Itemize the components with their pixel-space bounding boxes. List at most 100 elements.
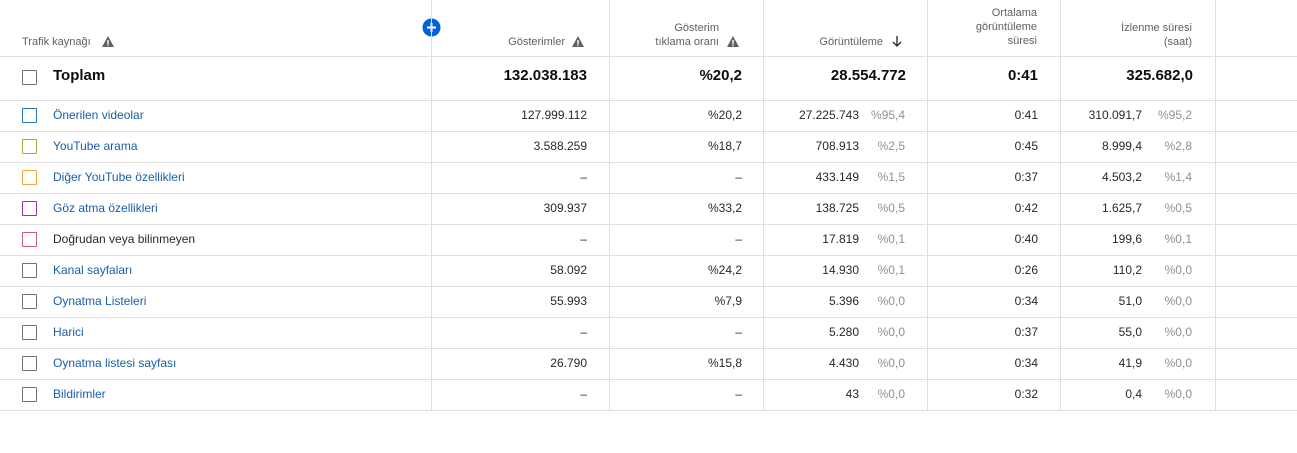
checkbox[interactable] [22,201,37,216]
ctr: %15,8 [707,356,742,370]
views-share: %95,4 [870,108,905,122]
source-name[interactable]: Kanal sayfaları [53,263,133,277]
ctr: – [735,232,742,246]
row-divider [0,410,1297,411]
source-name[interactable]: Diğer YouTube özellikleri [53,170,185,184]
total-impressions: 132.038.183 [503,67,587,84]
row-divider [0,193,1297,194]
views: 27.225.743 [798,108,859,122]
views-share: %0,0 [877,325,905,339]
row-divider [0,348,1297,349]
info-icon[interactable] [101,35,115,48]
watch-time: 1.625,7 [1101,201,1142,215]
total-ctr: %20,2 [699,67,742,84]
source-name[interactable]: Önerilen videolar [53,108,144,122]
watch-time: 41,9 [1118,356,1142,370]
impressions: 58.092 [550,263,587,277]
row-divider [0,56,1297,57]
row-divider [0,224,1297,225]
checkbox[interactable] [22,170,37,185]
checkbox[interactable] [22,232,37,247]
views: 138.725 [815,201,859,215]
watch-share: %0,0 [1164,356,1192,370]
total-avg-duration: 0:41 [1007,67,1038,84]
views-share: %1,5 [877,170,905,184]
row-divider [0,286,1297,287]
watch-time: 4.503,2 [1101,170,1142,184]
views: 43 [845,387,859,401]
ctr: %33,2 [707,201,742,215]
row-divider [0,162,1297,163]
ctr: %20,2 [707,108,742,122]
avg-duration: 0:42 [1014,201,1038,215]
views: 5.280 [828,325,859,339]
source-name[interactable]: Harici [53,325,84,339]
checkbox[interactable] [22,325,37,340]
avg-duration: 0:34 [1014,356,1038,370]
checkbox[interactable] [22,387,37,402]
watch-time: 0,4 [1125,387,1142,401]
views-share: %0,5 [877,201,905,215]
checkbox[interactable] [22,70,37,85]
header-line: İzlenme süresi [1121,22,1192,34]
views: 5.396 [828,294,859,308]
header-impressions: Gösterimler [508,36,565,48]
header-source: Trafik kaynağı [22,36,91,48]
header-views[interactable]: Görüntüleme [819,36,883,48]
checkbox[interactable] [22,108,37,123]
watch-share: %0,5 [1164,201,1192,215]
views-share: %0,1 [877,263,905,277]
views: 14.930 [822,263,859,277]
checkbox[interactable] [22,294,37,309]
views-share: %0,0 [877,294,905,308]
impressions: – [580,232,587,246]
watch-share: %0,0 [1164,387,1192,401]
source-name: Doğrudan veya bilinmeyen [53,232,196,246]
total-label: Toplam [53,67,106,84]
sort-arrow[interactable] [891,35,903,48]
watch-share: %0,0 [1164,294,1192,308]
row-divider [0,317,1297,318]
impressions: – [580,170,587,184]
avg-duration: 0:45 [1014,139,1038,153]
checkbox[interactable] [22,139,37,154]
views: 708.913 [815,139,859,153]
ctr: %18,7 [707,139,742,153]
avg-duration: 0:37 [1014,325,1038,339]
impressions: 309.937 [543,201,587,215]
views: 17.819 [822,232,859,246]
checkbox[interactable] [22,263,37,278]
column-divider [763,0,764,410]
checkbox[interactable] [22,356,37,371]
source-name[interactable]: Oynatma listesi sayfası [53,356,177,370]
total-views: 28.554.772 [830,67,906,84]
views-share: %0,0 [877,356,905,370]
column-divider [1060,0,1061,410]
watch-time: 55,0 [1118,325,1142,339]
source-name[interactable]: Bildirimler [53,387,106,401]
info-icon[interactable] [571,35,585,48]
watch-share: %1,4 [1164,170,1192,184]
watch-share: %2,8 [1164,139,1192,153]
views: 4.430 [828,356,859,370]
watch-time: 110,2 [1112,263,1142,277]
views-share: %0,1 [877,232,905,246]
total-watch-time: 325.682,0 [1126,67,1193,84]
row-divider [0,379,1297,380]
watch-share: %95,2 [1157,108,1192,122]
impressions: – [580,387,587,401]
column-divider [431,0,432,410]
column-divider [927,0,928,410]
ctr: – [735,170,742,184]
watch-time: 310.091,7 [1088,108,1142,122]
source-name[interactable]: YouTube arama [53,139,138,153]
avg-duration: 0:40 [1014,232,1038,246]
header-ctr: Gösterim tıklama oranı [655,21,719,49]
source-name[interactable]: Göz atma özellikleri [53,201,158,215]
header-line: tıklama oranı [655,36,719,48]
source-name[interactable]: Oynatma Listeleri [53,294,147,308]
views-share: %0,0 [877,387,905,401]
avg-duration: 0:26 [1014,263,1038,277]
info-icon[interactable] [726,35,740,48]
